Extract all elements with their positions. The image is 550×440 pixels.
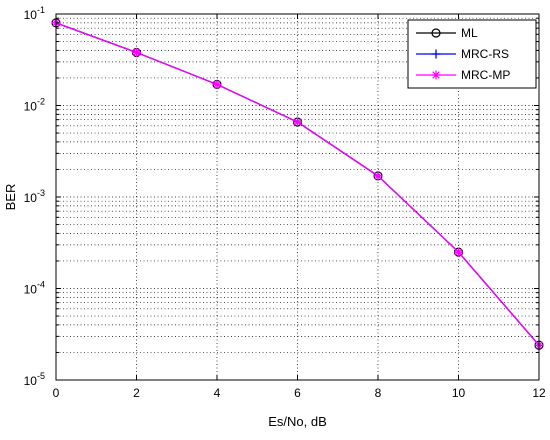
y-tick-label: 10-4 (24, 280, 45, 297)
y-tick-base: 10 (24, 100, 38, 114)
x-tick-label: 10 (452, 386, 466, 400)
y-tick-label: 10-3 (24, 188, 45, 205)
x-ticks: 0 2 4 6 8 10 12 (53, 14, 546, 400)
x-tick-label: 4 (214, 386, 221, 400)
ml-marker (431, 28, 441, 38)
y-tick-label: 10-2 (24, 97, 45, 114)
mrc-mp-marker (132, 47, 141, 57)
mrc-rs-marker (431, 49, 441, 59)
legend-label-ml: ML (461, 26, 478, 40)
legend: ML MRC-RS MRC-MP (407, 19, 537, 89)
mrc-mp-marker (293, 117, 302, 127)
y-tick-exponent: -3 (37, 188, 45, 198)
x-axis-label: Es/No, dB (268, 414, 327, 429)
y-tick-base: 10 (24, 283, 38, 297)
y-tick-label: 10-1 (24, 5, 45, 22)
y-tick-base: 10 (24, 374, 38, 388)
x-tick-label: 6 (294, 386, 301, 400)
legend-label-mrc-rs: MRC-RS (461, 47, 509, 61)
y-tick-label: 10-5 (24, 371, 45, 388)
y-ticks: 10-510-410-310-210-1 (24, 5, 539, 388)
series-lines (51, 18, 544, 350)
x-tick-label: 12 (532, 386, 546, 400)
y-axis-label: BER (3, 184, 18, 211)
mrc-mp-marker (431, 70, 441, 80)
x-tick-label: 0 (53, 386, 60, 400)
legend-label-mrc-mp: MRC-MP (461, 68, 510, 82)
mrc-mp-marker (373, 171, 383, 181)
y-tick-exponent: -5 (37, 371, 45, 381)
mrc-mp-marker (454, 247, 463, 257)
x-tick-label: 2 (133, 386, 140, 400)
mrc-mp-marker (212, 79, 222, 89)
grid (56, 14, 539, 380)
y-tick-exponent: -4 (37, 280, 45, 290)
y-tick-base: 10 (24, 8, 38, 22)
y-tick-base: 10 (24, 191, 38, 205)
y-tick-exponent: -1 (37, 5, 45, 15)
y-tick-exponent: -2 (37, 97, 45, 107)
x-tick-label: 8 (375, 386, 382, 400)
